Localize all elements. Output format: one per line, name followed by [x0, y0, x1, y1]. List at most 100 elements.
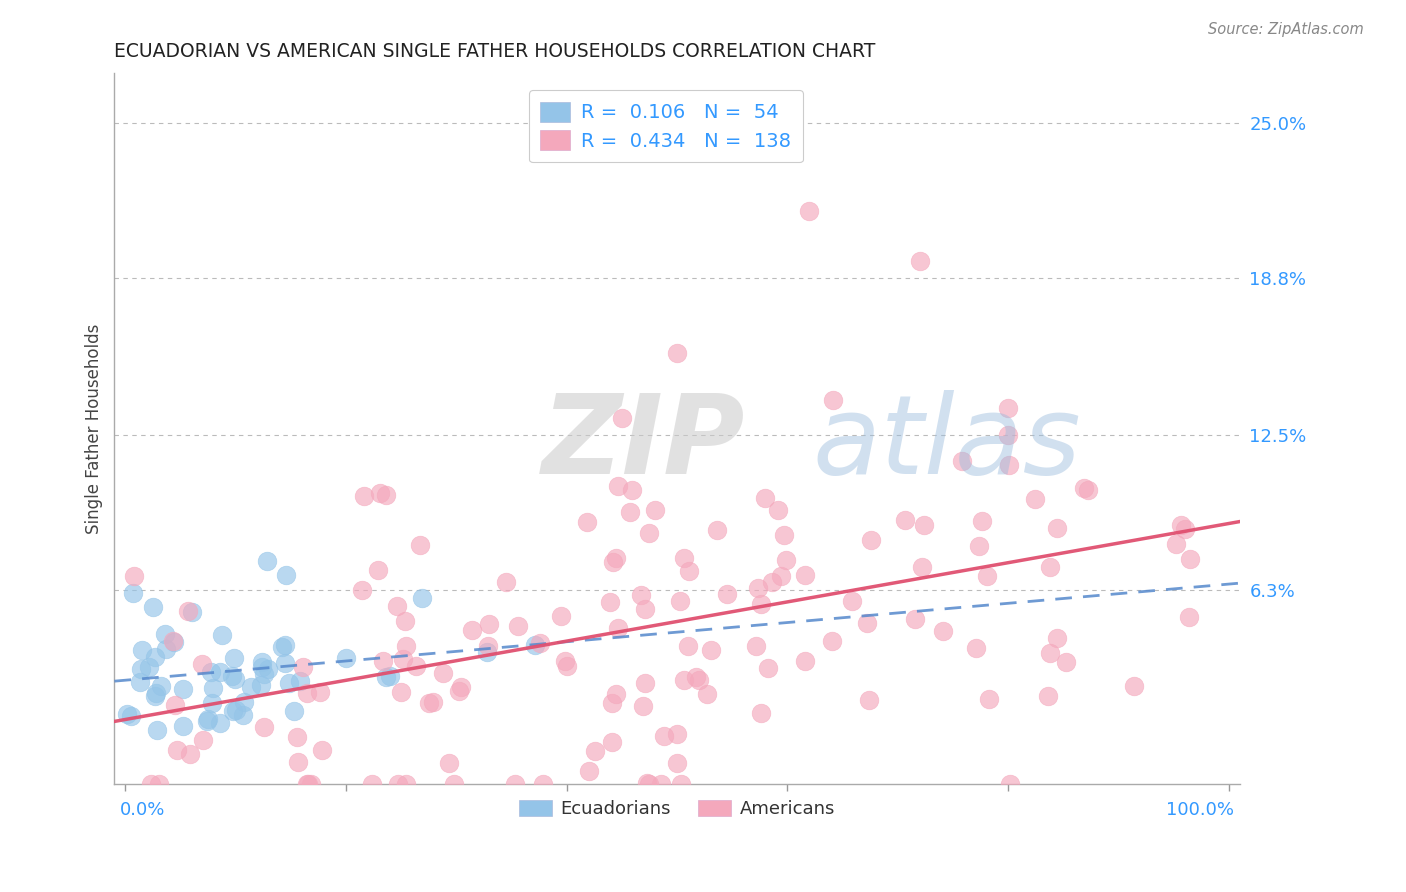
- Point: [221, 669, 243, 683]
- Point: [1046, 631, 1069, 645]
- Point: [756, 661, 779, 675]
- Legend: Ecuadorians, Americans: Ecuadorians, Americans: [512, 792, 842, 825]
- Point: [250, 655, 273, 669]
- Point: [461, 623, 484, 637]
- Point: [292, 660, 315, 674]
- Text: atlas: atlas: [813, 390, 1081, 497]
- Point: [912, 517, 935, 532]
- Point: [555, 658, 578, 673]
- Point: [859, 533, 882, 547]
- Point: [287, 756, 309, 770]
- Point: [308, 685, 330, 699]
- Point: [253, 720, 276, 734]
- Point: [224, 672, 246, 686]
- Point: [409, 538, 432, 552]
- Point: [576, 515, 599, 529]
- Point: [394, 639, 416, 653]
- Point: [394, 777, 416, 791]
- Point: [585, 744, 607, 758]
- Point: [747, 581, 769, 595]
- Point: [361, 777, 384, 791]
- Point: [716, 587, 738, 601]
- Point: [273, 657, 295, 671]
- Point: [696, 687, 718, 701]
- Point: [240, 680, 263, 694]
- Point: [225, 703, 247, 717]
- Point: [529, 636, 551, 650]
- Point: [770, 569, 793, 583]
- Point: [335, 651, 357, 665]
- Point: [607, 621, 630, 635]
- Point: [749, 706, 772, 721]
- Point: [200, 665, 222, 679]
- Point: [644, 503, 666, 517]
- Point: [208, 715, 231, 730]
- Point: [297, 686, 319, 700]
- Point: [578, 764, 600, 779]
- Point: [911, 559, 934, 574]
- Point: [970, 514, 993, 528]
- Point: [550, 608, 572, 623]
- Point: [193, 732, 215, 747]
- Point: [1170, 518, 1192, 533]
- Point: [706, 523, 728, 537]
- Point: [373, 654, 395, 668]
- Point: [405, 659, 427, 673]
- Point: [1077, 483, 1099, 498]
- Point: [146, 723, 169, 737]
- Point: [908, 253, 931, 268]
- Point: [979, 692, 1001, 706]
- Point: [665, 727, 688, 741]
- Point: [1046, 521, 1069, 535]
- Point: [612, 411, 634, 425]
- Text: ECUADORIAN VS AMERICAN SINGLE FATHER HOUSEHOLDS CORRELATION CHART: ECUADORIAN VS AMERICAN SINGLE FATHER HOU…: [114, 42, 876, 61]
- Point: [122, 569, 145, 583]
- Point: [685, 670, 707, 684]
- Point: [637, 526, 659, 541]
- Point: [129, 674, 152, 689]
- Point: [145, 686, 167, 700]
- Point: [678, 565, 700, 579]
- Point: [163, 634, 186, 648]
- Point: [274, 639, 297, 653]
- Point: [1024, 492, 1046, 507]
- Point: [353, 489, 375, 503]
- Point: [475, 645, 498, 659]
- Point: [554, 654, 576, 668]
- Point: [418, 696, 440, 710]
- Point: [794, 654, 817, 668]
- Point: [965, 640, 987, 655]
- Text: 100.0%: 100.0%: [1166, 801, 1234, 819]
- Point: [253, 667, 276, 681]
- Point: [232, 695, 254, 709]
- Point: [761, 574, 783, 589]
- Point: [432, 666, 454, 681]
- Point: [1039, 560, 1062, 574]
- Point: [278, 676, 301, 690]
- Point: [180, 605, 202, 619]
- Point: [179, 747, 201, 761]
- Point: [599, 595, 621, 609]
- Point: [1178, 610, 1201, 624]
- Point: [163, 698, 186, 713]
- Point: [449, 683, 471, 698]
- Point: [162, 634, 184, 648]
- Point: [166, 742, 188, 756]
- Point: [195, 714, 218, 728]
- Point: [201, 697, 224, 711]
- Point: [450, 680, 472, 694]
- Point: [700, 642, 723, 657]
- Point: [856, 616, 879, 631]
- Point: [754, 491, 776, 505]
- Text: 0.0%: 0.0%: [120, 801, 166, 819]
- Point: [605, 551, 627, 566]
- Point: [508, 618, 530, 632]
- Point: [370, 485, 392, 500]
- Point: [367, 563, 389, 577]
- Point: [619, 505, 641, 519]
- Point: [799, 203, 821, 218]
- Point: [894, 513, 917, 527]
- Point: [422, 695, 444, 709]
- Point: [155, 627, 177, 641]
- Point: [600, 696, 623, 710]
